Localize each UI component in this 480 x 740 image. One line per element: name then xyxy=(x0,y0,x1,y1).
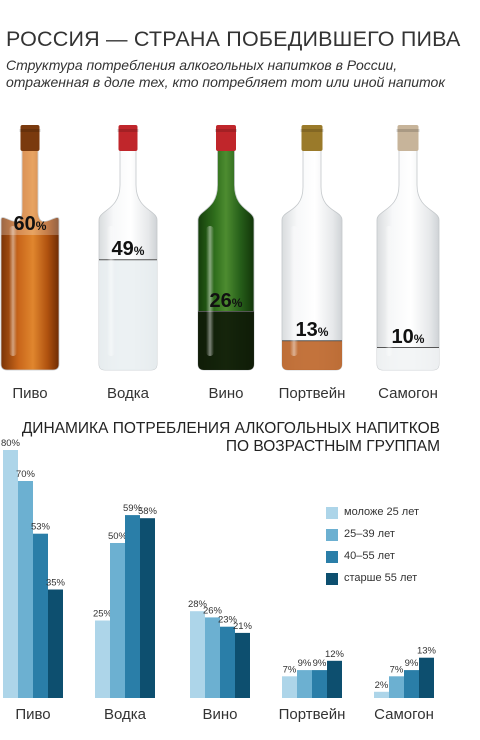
legend-label: моложе 25 лет xyxy=(344,506,420,518)
legend-swatch xyxy=(326,573,338,585)
legend-label: старше 55 лет xyxy=(344,572,418,584)
category-axis-label: Водка xyxy=(104,706,147,723)
bottle-cap-ring xyxy=(215,129,237,132)
bar xyxy=(48,589,63,698)
bottle-cap-ring xyxy=(300,129,324,132)
bar-value-label: 13% xyxy=(417,646,437,657)
bar xyxy=(404,670,419,698)
bottle-cap-ring xyxy=(117,129,139,132)
bar-value-label: 70% xyxy=(16,469,36,480)
bottles-chart xyxy=(0,125,440,371)
bar xyxy=(190,611,205,698)
bottle-category-label: Самогон xyxy=(378,385,438,402)
page-title: РОССИЯ — СТРАНА ПОБЕДИВШЕГО ПИВА xyxy=(6,27,461,51)
bottle-shine xyxy=(385,226,393,356)
bar-value-label: 7% xyxy=(390,664,404,675)
bottle-value-label: 60% xyxy=(13,213,47,235)
bar-value-label: 58% xyxy=(138,506,158,517)
bottle-wine xyxy=(197,125,255,371)
bar-value-label: 21% xyxy=(233,621,253,632)
bar xyxy=(18,481,33,698)
bottle-cap xyxy=(397,125,419,151)
bar xyxy=(140,518,155,698)
bar xyxy=(220,626,235,698)
bottle-value-label: 49% xyxy=(111,237,145,260)
bottle-category-label: Водка xyxy=(106,385,150,402)
bar xyxy=(3,450,18,698)
legend-swatch xyxy=(326,507,338,519)
bar xyxy=(297,670,312,698)
legend-label: 25–39 лет xyxy=(344,528,395,540)
bar-value-label: 25% xyxy=(93,609,113,620)
bar xyxy=(110,543,125,698)
legend-swatch xyxy=(326,551,338,563)
bottle-category-label: Портвейн xyxy=(278,385,346,402)
category-axis-label: Самогон xyxy=(374,706,434,723)
bottle-cap-ring xyxy=(396,129,420,132)
bar xyxy=(282,676,297,698)
bottle-value-label: 10% xyxy=(391,325,425,348)
bar-value-label: 28% xyxy=(188,599,208,610)
bar-value-label: 23% xyxy=(218,615,238,626)
bottle-port xyxy=(281,125,343,371)
section-title-line-2: ПО ВОЗРАСТНЫМ ГРУППАМ xyxy=(225,438,440,455)
bottle-cap xyxy=(20,125,40,151)
bar-value-label: 80% xyxy=(1,438,21,449)
bottle-category-label: Вино xyxy=(208,385,244,402)
legend-label: 40–55 лет xyxy=(344,550,395,562)
bar xyxy=(327,660,342,698)
bottle-vodka xyxy=(98,125,158,371)
bar-value-label: 9% xyxy=(298,658,312,669)
bottle-shine xyxy=(290,226,298,356)
bar-value-label: 26% xyxy=(203,605,223,616)
bar xyxy=(419,657,434,698)
bar xyxy=(33,533,48,698)
bar xyxy=(389,676,404,698)
category-axis-label: Портвейн xyxy=(279,706,346,723)
bottle-samogon xyxy=(376,125,440,371)
bar xyxy=(125,515,140,698)
bar xyxy=(374,691,389,698)
bottle-cap xyxy=(216,125,236,151)
bar xyxy=(205,617,220,698)
bottle-cap-ring xyxy=(19,129,41,132)
bottle-shine xyxy=(206,226,214,356)
bar-value-label: 7% xyxy=(283,664,297,675)
bar-value-label: 2% xyxy=(375,680,389,691)
bar-value-label: 12% xyxy=(325,649,345,660)
bar-value-label: 50% xyxy=(108,531,128,542)
legend-swatch xyxy=(326,529,338,541)
bottle-value-label: 13% xyxy=(295,318,329,341)
bottle-cap xyxy=(301,125,323,151)
bar-value-label: 35% xyxy=(46,578,66,589)
bottle-shine xyxy=(107,226,115,356)
bottle-shine xyxy=(9,226,17,356)
bottle-cap xyxy=(118,125,138,151)
bar xyxy=(235,632,250,698)
bar-value-label: 59% xyxy=(123,503,143,514)
bottle-category-label: Пиво xyxy=(12,385,48,402)
category-axis-label: Пиво xyxy=(15,706,50,723)
bar-value-label: 9% xyxy=(405,658,419,669)
bar-value-label: 53% xyxy=(31,522,51,533)
bar-value-label: 9% xyxy=(313,658,327,669)
bottle-value-label: 26% xyxy=(209,289,243,312)
bar xyxy=(312,670,327,698)
bar xyxy=(95,620,110,698)
category-axis-label: Вино xyxy=(202,706,237,723)
section-title: ДИНАМИКА ПОТРЕБЛЕНИЯ АЛКОГОЛЬНЫХ НАПИТКО… xyxy=(22,420,440,456)
page-subtitle: Структура потребления алкогольных напитк… xyxy=(6,57,445,90)
section-title-line-1: ДИНАМИКА ПОТРЕБЛЕНИЯ АЛКОГОЛЬНЫХ НАПИТКО… xyxy=(21,420,440,437)
